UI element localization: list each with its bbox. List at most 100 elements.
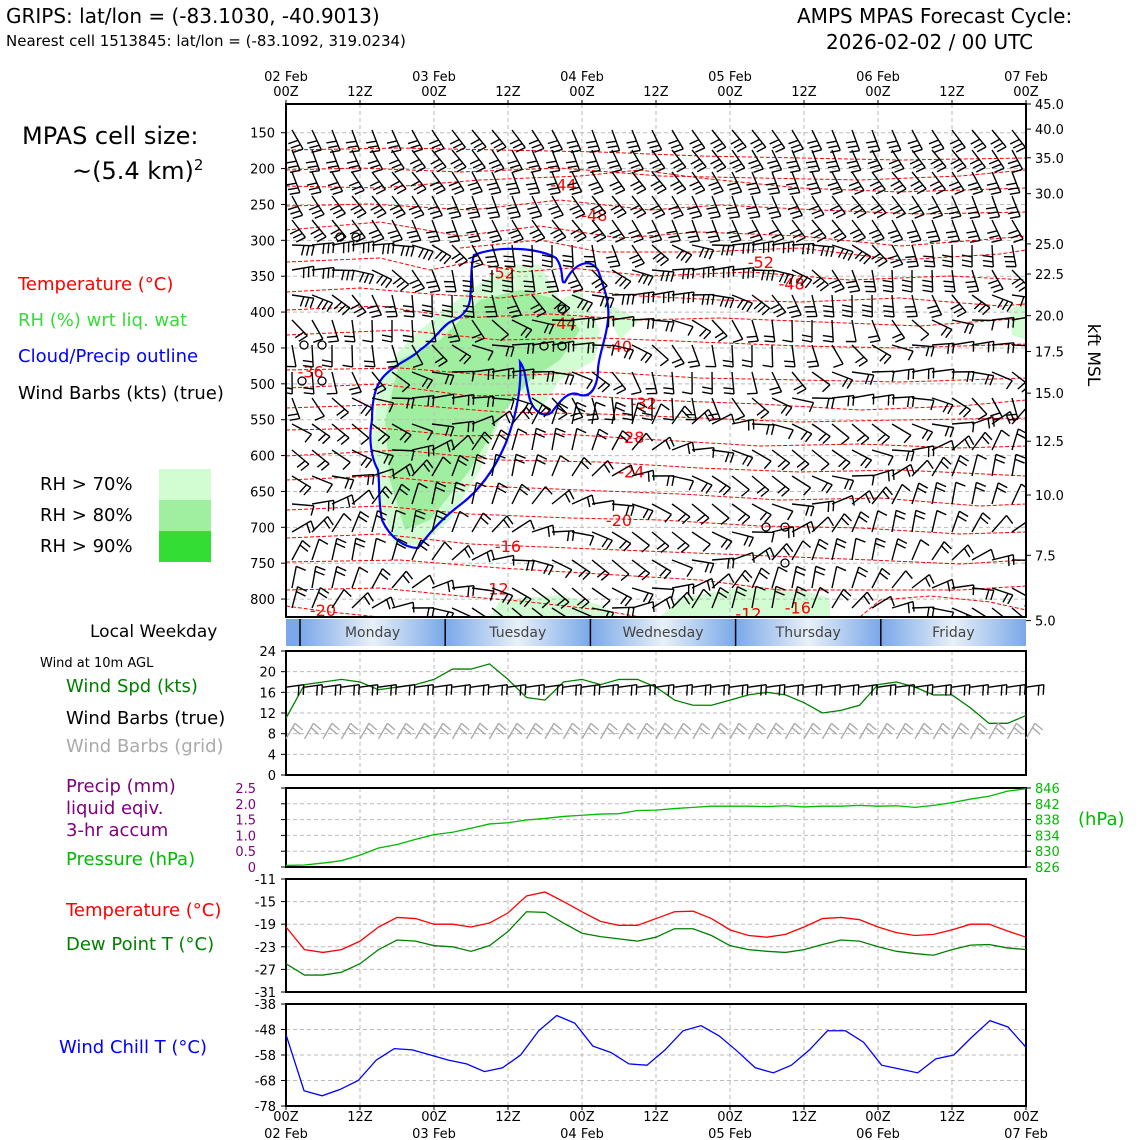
wind-barb-flag	[729, 159, 740, 165]
wind-barb-flag	[370, 164, 381, 169]
wind-barb-flag	[343, 335, 355, 338]
surface-wind-barb-grid-flag	[902, 727, 912, 735]
wind-barb-flag	[509, 191, 520, 195]
wind-barb-flag	[388, 455, 394, 466]
wind-barb-flag	[306, 182, 318, 186]
wind-barb	[471, 549, 492, 561]
wind-barb	[671, 219, 681, 241]
wind-barb-flag	[340, 411, 349, 420]
wind-barb-flag	[875, 537, 886, 543]
wind-barb-flag	[825, 484, 833, 494]
wind-barb-flag	[726, 230, 737, 234]
wind-barb	[711, 244, 735, 247]
wind-barb	[671, 591, 688, 609]
surface-wind-barb-grid	[396, 722, 407, 740]
wind-barb	[451, 195, 462, 217]
wind-barb	[311, 449, 330, 465]
wind-barb	[531, 428, 537, 451]
surface-wind-barb-grid-flag	[1032, 727, 1041, 735]
wind-barb-flag	[907, 139, 918, 145]
wind-barb-flag	[299, 544, 309, 552]
surface-wind-barb-grid-flag	[997, 722, 1007, 731]
wind-barb-flag	[451, 185, 462, 191]
wind-barb-flag	[956, 166, 967, 173]
wind-barb	[331, 219, 347, 238]
surface-wind-barb-true	[304, 683, 323, 688]
wind-barb-flag	[719, 586, 730, 594]
wind-barb	[631, 129, 641, 151]
wind-barb-flag	[652, 163, 663, 169]
wind-barb-flag	[723, 392, 735, 395]
wind-barb	[771, 171, 781, 193]
wind-barb	[591, 499, 614, 505]
wind-barb-flag	[652, 252, 662, 260]
wind-barb-flag	[748, 537, 754, 547]
wind-barb	[571, 244, 574, 268]
wind-barb-flag	[531, 143, 542, 149]
wind-barb	[871, 510, 879, 533]
wind-barb	[931, 171, 946, 190]
wind-barb	[851, 269, 861, 291]
wind-barb-flag	[503, 260, 515, 263]
wind-barb	[791, 503, 814, 508]
wind-barb-flag	[967, 211, 979, 215]
wind-barb	[1011, 454, 1017, 477]
surface-wind-barb-true-flag	[834, 685, 837, 696]
wind-barb-flag	[615, 237, 626, 243]
wind-barb-flag	[472, 585, 475, 596]
wind-barb-flag	[698, 247, 705, 258]
wind-barb-flag	[829, 186, 841, 191]
wind-barb	[931, 129, 945, 149]
wind-barb-flag	[515, 146, 526, 153]
wind-barb-flag	[842, 314, 853, 318]
wind-barb-flag	[849, 228, 860, 235]
wind-barb-flag	[655, 213, 666, 219]
surface-wind-barb-true-flag	[686, 685, 689, 696]
surface-wind-barb-true	[877, 683, 896, 688]
wind-barb-flag	[753, 301, 763, 310]
wind-barb	[371, 397, 394, 404]
wind-barb-flag	[970, 186, 981, 191]
wind-barb	[751, 475, 770, 491]
wind-barb-flag	[641, 417, 653, 421]
wind-barb	[731, 294, 753, 304]
wind-barb-flag	[603, 463, 611, 474]
pressure-line	[285, 788, 1027, 867]
surface-wind-barb-true-flag	[1019, 685, 1022, 696]
wind-barb-flag	[341, 307, 351, 316]
wind-barb-flag	[714, 331, 725, 339]
wind-barb	[571, 219, 587, 238]
wind-barb	[411, 371, 433, 381]
wind-barb-flag	[609, 264, 620, 268]
wind-barb-flag	[871, 253, 881, 260]
wind-barb	[691, 475, 713, 486]
wind-barb-flag	[871, 233, 882, 239]
wind-barb-flag	[372, 168, 383, 174]
wind-barb	[791, 269, 812, 281]
wind-barb-flag	[640, 352, 648, 362]
wind-barb	[471, 344, 494, 353]
wind-barb	[871, 195, 887, 214]
wind-barb-flag	[768, 229, 779, 235]
wind-barb-flag	[636, 188, 647, 195]
wind-barb-flag	[954, 189, 965, 195]
wind-barb-flag	[869, 164, 881, 169]
wind-barb-flag	[351, 391, 362, 396]
surface-wind-barb-true	[859, 683, 878, 688]
wind-barb-flag	[402, 339, 414, 343]
wind-barb-flag	[957, 515, 967, 522]
wind-barb-flag	[355, 537, 366, 543]
wind-barb-flag	[710, 215, 721, 219]
wind-barb-flag	[392, 238, 403, 244]
wind-barb-flag	[506, 305, 518, 309]
wind-barb-flag	[322, 268, 325, 279]
surface-wind-barb-grid	[433, 722, 444, 740]
wind-barb-flag	[575, 406, 586, 413]
wind-barb	[711, 265, 734, 271]
wind-barb	[791, 195, 803, 216]
wind-barb	[591, 129, 601, 151]
surface-wind-barb-grid-flag	[812, 722, 822, 731]
wind-barb	[611, 219, 626, 239]
wind-barb-flag	[943, 456, 952, 465]
wind-barb-flag	[957, 459, 968, 467]
